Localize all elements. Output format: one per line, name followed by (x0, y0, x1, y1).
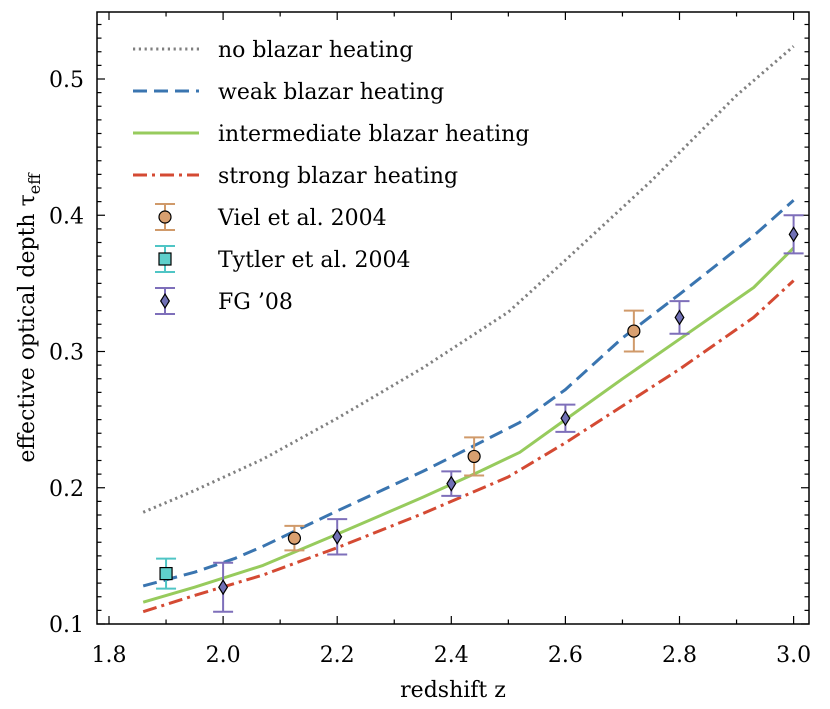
legend-marker-diamond (159, 292, 171, 310)
y-tick-label: 0.2 (49, 477, 84, 502)
legend-label: weak blazar heating (218, 80, 444, 105)
x-tick-label: 3.0 (776, 643, 811, 668)
series-line-no-blazar-heating (142, 45, 795, 514)
x-tick-label: 1.8 (92, 643, 127, 668)
y-axis-label-main: effective optical depth τ (15, 194, 40, 462)
data-point-circle (287, 531, 302, 545)
y-tick-label: 0.5 (49, 68, 84, 93)
x-tick-label: 2.0 (206, 643, 241, 668)
legend-marker-circle (158, 210, 172, 224)
x-tick-label: 2.2 (320, 643, 355, 668)
x-tick-label: 2.6 (548, 643, 583, 668)
y-tick-label: 0.3 (49, 341, 84, 366)
legend-label: Tytler et al. 2004 (218, 248, 411, 273)
data-point-diamond (218, 579, 229, 596)
data-point-square (159, 566, 173, 581)
errorbar-points (156, 214, 804, 613)
series-line-strong-blazar-heating (142, 279, 795, 614)
y-axis-label-subscript: eff (25, 172, 44, 194)
y-tick-labels: 0.1 0.2 0.3 0.4 0.5 (49, 68, 84, 638)
legend-label: strong blazar heating (218, 164, 458, 189)
x-tick-labels: 1.8 2.0 2.2 2.4 2.6 2.8 3.0 (92, 643, 812, 668)
data-point-diamond (674, 309, 685, 326)
data-point-circle (627, 324, 641, 338)
legend-label: no blazar heating (218, 38, 413, 63)
series-line-intermediate-blazar-heating (142, 246, 795, 604)
data-point-diamond (332, 528, 343, 545)
data-point-diamond (560, 410, 571, 427)
plot-frame (96, 11, 810, 625)
y-axis-label: effective optical depth τeff (15, 172, 44, 463)
x-axis-label: redshift z (400, 678, 506, 703)
data-point-diamond (788, 226, 799, 243)
y-tick-label: 0.4 (49, 204, 84, 229)
series-lines (142, 45, 795, 614)
y-tick-label: 0.1 (49, 613, 84, 638)
legend-marker-square (158, 252, 172, 266)
legend: no blazar heating weak blazar heating inte… (133, 38, 529, 315)
legend-label: intermediate blazar heating (218, 122, 529, 147)
x-tick-label: 2.4 (434, 643, 469, 668)
series-line-weak-blazar-heating (142, 199, 795, 588)
x-tick-label: 2.8 (662, 643, 697, 668)
data-point-diamond (446, 475, 457, 492)
legend-label: FG ’08 (218, 290, 293, 315)
legend-label: Viel et al. 2004 (217, 206, 387, 231)
axis-ticks (97, 12, 809, 625)
data-point-circle (467, 449, 481, 464)
